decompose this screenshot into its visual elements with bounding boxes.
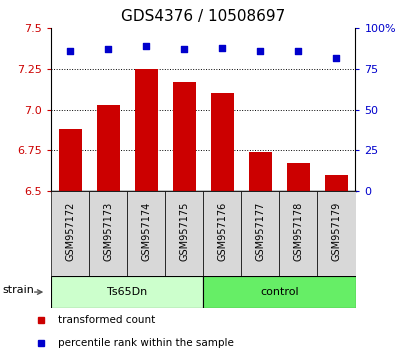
Text: transformed count: transformed count <box>58 315 155 325</box>
Bar <box>249 152 272 191</box>
Text: percentile rank within the sample: percentile rank within the sample <box>58 338 233 348</box>
Bar <box>279 191 318 276</box>
Point <box>257 48 263 54</box>
Point <box>181 47 188 52</box>
Text: GSM957178: GSM957178 <box>293 201 303 261</box>
Point <box>219 45 226 51</box>
Bar <box>51 191 89 276</box>
Bar <box>127 191 166 276</box>
Text: GSM957174: GSM957174 <box>141 201 151 261</box>
Text: GSM957176: GSM957176 <box>217 201 228 261</box>
Bar <box>135 69 158 191</box>
Text: GSM957173: GSM957173 <box>103 201 113 261</box>
Text: GSM957179: GSM957179 <box>331 201 342 261</box>
Bar <box>203 276 356 308</box>
Bar <box>166 191 203 276</box>
Point <box>143 44 150 49</box>
Bar <box>211 93 234 191</box>
Point <box>105 47 111 52</box>
Point <box>333 55 340 61</box>
Bar <box>89 191 127 276</box>
Bar <box>97 105 120 191</box>
Bar <box>173 82 196 191</box>
Text: GSM957177: GSM957177 <box>256 201 265 261</box>
Bar <box>51 276 203 308</box>
Title: GDS4376 / 10508697: GDS4376 / 10508697 <box>121 9 286 24</box>
Text: GSM957175: GSM957175 <box>179 201 190 261</box>
Bar <box>59 129 82 191</box>
Point <box>67 48 73 54</box>
Bar <box>325 175 348 191</box>
Point <box>295 48 302 54</box>
Text: GSM957172: GSM957172 <box>65 201 75 261</box>
Bar <box>318 191 356 276</box>
Bar <box>203 191 241 276</box>
Text: strain: strain <box>3 285 34 296</box>
Bar <box>287 164 310 191</box>
Text: control: control <box>260 287 299 297</box>
Bar <box>241 191 279 276</box>
Text: Ts65Dn: Ts65Dn <box>107 287 147 297</box>
